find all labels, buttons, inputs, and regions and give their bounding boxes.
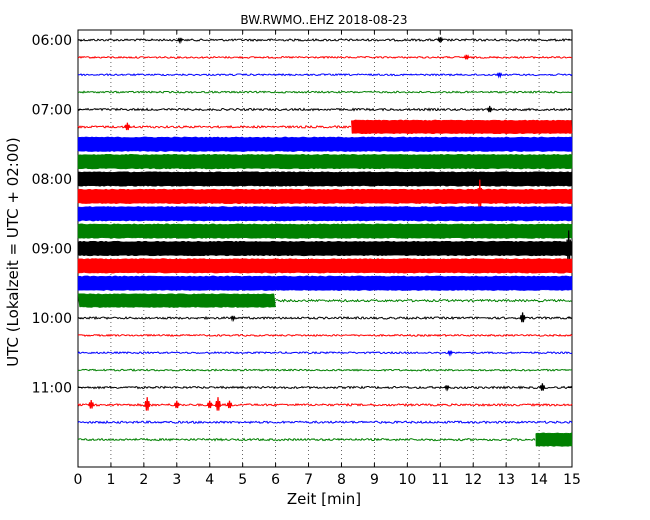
- trace-row-0615: [77, 54, 573, 60]
- x-tick-label: 7: [304, 472, 313, 488]
- x-tick-label: 0: [74, 472, 83, 488]
- trace-spike: [476, 179, 483, 209]
- trace-line: [77, 385, 573, 390]
- trace-spike: [486, 105, 493, 113]
- trace-line: [77, 402, 573, 407]
- trace-band: [77, 153, 573, 170]
- trace-row-0700: [77, 105, 573, 113]
- trace-line: [77, 90, 573, 94]
- trace-row-1130: [77, 420, 573, 425]
- trace-line: [77, 350, 573, 355]
- trace-line: [77, 55, 573, 60]
- trace-row-1115: [77, 397, 573, 411]
- trace-spike: [226, 400, 233, 409]
- trace-row-0930: [77, 275, 573, 291]
- trace-row-0730: [77, 136, 573, 152]
- x-tick-label: 14: [530, 472, 548, 488]
- x-tick-label: 4: [205, 472, 214, 488]
- trace-row-0715: [77, 119, 573, 135]
- trace-spike: [206, 400, 213, 409]
- y-tick-label: 07:00: [32, 103, 72, 119]
- x-tick-label: 13: [497, 472, 515, 488]
- x-tick-label: 8: [337, 472, 346, 488]
- y-tick-label: 09:00: [32, 242, 72, 258]
- trace-band: [77, 240, 573, 257]
- trace-row-1000: [77, 312, 573, 323]
- trace-spike: [443, 384, 450, 392]
- trace-spike: [447, 350, 454, 357]
- trace-row-1145: [77, 432, 573, 447]
- trace-row-0600: [77, 36, 573, 44]
- x-tick-label: 3: [172, 472, 181, 488]
- trace-row-1015: [77, 333, 573, 338]
- trace-line: [77, 107, 573, 112]
- x-tick-label: 5: [238, 472, 247, 488]
- trace-row-1100: [77, 383, 573, 392]
- trace-band: [77, 223, 573, 239]
- x-tick-label: 15: [563, 472, 581, 488]
- trace-spike: [124, 122, 131, 131]
- trace-spike: [144, 397, 151, 411]
- trace-row-0800: [77, 171, 573, 187]
- trace-line: [77, 437, 536, 442]
- trace-spike: [177, 37, 184, 44]
- trace-row-0645: [77, 90, 573, 94]
- x-tick-label: 6: [271, 472, 280, 488]
- trace-line: [275, 298, 572, 303]
- trace-band: [77, 275, 573, 291]
- y-tick-label: 06:00: [32, 33, 72, 49]
- trace-row-0815: [77, 179, 573, 209]
- trace-band: [351, 119, 573, 135]
- y-tick-label: 08:00: [32, 172, 72, 188]
- trace-band: [77, 206, 573, 222]
- y-tick-label: 10:00: [32, 311, 72, 327]
- trace-band: [77, 136, 573, 152]
- trace-spike: [173, 400, 180, 409]
- trace-spike: [215, 397, 221, 411]
- x-tick-label: 12: [464, 472, 482, 488]
- trace-line: [77, 73, 573, 77]
- x-tick-label: 11: [431, 472, 449, 488]
- trace-band: [535, 432, 573, 447]
- trace-band: [77, 258, 573, 274]
- trace-line: [77, 333, 573, 338]
- trace-spike: [565, 230, 572, 263]
- y-axis-label: UTC (Lokalzeit = UTC + 02:00): [4, 137, 22, 367]
- trace-row-0745: [77, 153, 573, 170]
- trace-row-0945: [77, 293, 572, 308]
- trace-band: [77, 171, 573, 187]
- trace-spike: [229, 315, 236, 322]
- trace-spike: [539, 383, 546, 391]
- trace-row-0915: [77, 258, 573, 274]
- trace-line: [77, 315, 573, 321]
- trace-line: [77, 368, 572, 372]
- x-axis-label: Zeit [min]: [287, 490, 361, 508]
- trace-row-1045: [77, 368, 572, 372]
- trace-band: [77, 293, 276, 308]
- trace-line: [77, 124, 352, 129]
- x-tick-label: 10: [398, 472, 416, 488]
- plot-area: 0 1 2 3 4 5 6 7 8 9 10 11 12 13 14 1506:0007:0008:0009:…: [32, 29, 581, 488]
- trace-row-0630: [77, 72, 573, 79]
- trace-spike: [519, 312, 526, 323]
- x-tick-label: 9: [370, 472, 379, 488]
- x-tick-label: 2: [139, 472, 148, 488]
- trace-row-1030: [77, 350, 573, 357]
- trace-spike: [88, 399, 95, 409]
- trace-spike: [496, 72, 503, 79]
- trace-spike: [437, 36, 444, 43]
- trace-spike: [463, 54, 470, 60]
- trace-band: [77, 188, 573, 205]
- trace-row-0900: [77, 230, 573, 263]
- trace-row-0830: [77, 206, 573, 222]
- chart-title: BW.RWMO..EHZ 2018-08-23: [240, 13, 407, 27]
- y-tick-label: 11:00: [32, 381, 72, 397]
- trace-line: [77, 420, 573, 425]
- trace-row-0845: [77, 223, 573, 239]
- trace-line: [77, 38, 573, 42]
- x-tick-label: 1: [106, 472, 115, 488]
